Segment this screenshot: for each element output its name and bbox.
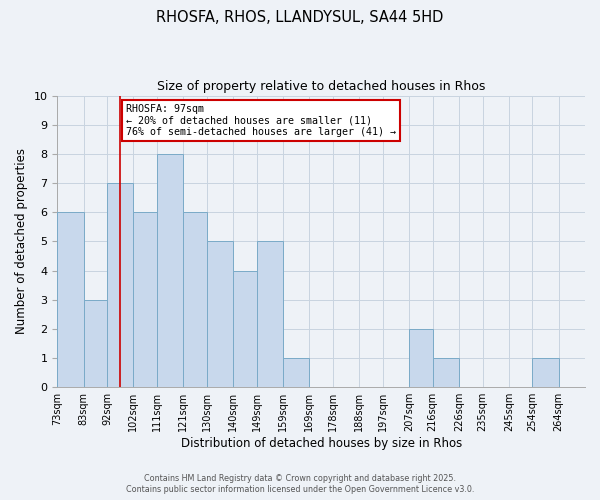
Bar <box>257 242 283 387</box>
Bar <box>57 212 83 387</box>
Bar <box>107 183 133 387</box>
Bar <box>433 358 459 387</box>
X-axis label: Distribution of detached houses by size in Rhos: Distribution of detached houses by size … <box>181 437 462 450</box>
Bar <box>409 329 433 387</box>
Text: Contains HM Land Registry data © Crown copyright and database right 2025.
Contai: Contains HM Land Registry data © Crown c… <box>126 474 474 494</box>
Bar <box>83 300 107 387</box>
Y-axis label: Number of detached properties: Number of detached properties <box>15 148 28 334</box>
Bar <box>283 358 310 387</box>
Bar <box>233 270 257 387</box>
Text: RHOSFA, RHOS, LLANDYSUL, SA44 5HD: RHOSFA, RHOS, LLANDYSUL, SA44 5HD <box>157 10 443 25</box>
Bar <box>184 212 207 387</box>
Bar <box>207 242 233 387</box>
Title: Size of property relative to detached houses in Rhos: Size of property relative to detached ho… <box>157 80 485 93</box>
Bar <box>157 154 184 387</box>
Text: RHOSFA: 97sqm
← 20% of detached houses are smaller (11)
76% of semi-detached hou: RHOSFA: 97sqm ← 20% of detached houses a… <box>125 104 395 137</box>
Bar <box>133 212 157 387</box>
Bar <box>532 358 559 387</box>
